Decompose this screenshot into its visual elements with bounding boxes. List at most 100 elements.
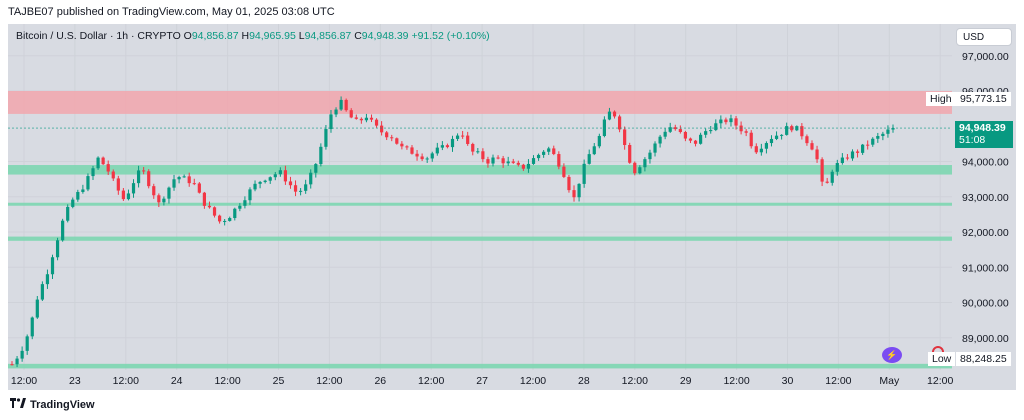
candle-body — [91, 168, 95, 177]
x-tick-label: 12:00 — [723, 375, 749, 387]
candle-body — [223, 220, 227, 222]
candle-body — [142, 170, 146, 172]
candle-body — [511, 161, 515, 163]
candle-body — [86, 176, 90, 190]
candle-body — [172, 179, 176, 188]
candle-body — [405, 146, 409, 148]
candle-body — [531, 158, 536, 164]
candle-body — [774, 135, 779, 139]
candle-body — [790, 126, 794, 131]
candle-body — [653, 143, 657, 153]
candle-body — [668, 127, 672, 132]
candle-body — [96, 157, 100, 169]
x-tick-label: 23 — [69, 375, 81, 387]
candle-body — [45, 274, 50, 285]
candle-body — [121, 190, 125, 200]
candle-body — [592, 146, 596, 155]
high-marker-value: 95,773.15 — [956, 92, 1011, 106]
low-value: 94,856.87 — [304, 30, 352, 42]
candle-body — [471, 143, 475, 152]
candle-body — [623, 129, 627, 146]
y-tick-label: 89,000.00 — [962, 333, 1009, 345]
candle-body — [116, 178, 120, 191]
candle-body — [501, 158, 505, 164]
x-axis: 12:00 23 12:00 24 12:00 25 12:00 26 12:00 27 12:00… — [11, 375, 954, 387]
x-tick-label: May — [879, 375, 900, 387]
tradingview-logo-icon — [10, 398, 26, 411]
candle-body — [76, 191, 80, 200]
candle-body — [704, 131, 708, 135]
candle-body — [876, 136, 880, 139]
candle-body — [430, 153, 434, 159]
candle-body — [835, 163, 839, 172]
candle-body — [663, 131, 667, 137]
zones — [8, 91, 952, 369]
candle-body — [319, 146, 323, 165]
candle-body — [359, 118, 363, 121]
candle-body — [840, 157, 844, 164]
candle-body — [754, 146, 758, 153]
candle-body — [850, 151, 855, 159]
demand-zone — [8, 363, 952, 369]
candle-body — [552, 148, 556, 155]
y-tick-label: 90,000.00 — [962, 298, 1009, 310]
candle-body — [466, 135, 470, 144]
candle-body — [395, 138, 399, 144]
candle-body — [212, 207, 217, 216]
candle-body — [542, 151, 546, 155]
candle-body — [815, 149, 819, 160]
x-tick-label: 12:00 — [316, 375, 342, 387]
candle-body — [562, 166, 566, 177]
candle-body — [248, 189, 252, 201]
candle-body — [202, 192, 207, 206]
chart-area[interactable] — [8, 24, 1016, 390]
candle-body — [871, 138, 875, 145]
low-marker-label: Low — [928, 352, 956, 366]
candle-body — [40, 284, 44, 300]
candle-body — [734, 118, 738, 126]
candle-body — [420, 156, 424, 160]
currency-button[interactable]: USD — [956, 28, 1012, 46]
candle-body — [293, 185, 298, 192]
candle-body — [891, 128, 895, 130]
candle-body — [780, 134, 784, 136]
candle-body — [597, 135, 601, 147]
footer-brand[interactable]: TradingView — [10, 398, 95, 411]
candle-body — [709, 130, 713, 132]
candle-body — [845, 157, 850, 159]
candle-body — [131, 183, 136, 194]
y-tick-label: 91,000.00 — [962, 262, 1009, 274]
candle-body — [66, 206, 70, 221]
candle-body — [729, 118, 733, 123]
candle-body — [374, 119, 379, 126]
demand-zone — [8, 165, 952, 175]
publish-header: TAJBE07 published on TradingView.com, Ma… — [8, 6, 335, 18]
candle-body — [390, 137, 394, 139]
candle-body — [557, 154, 561, 167]
candle-body — [739, 125, 743, 132]
candle-body — [855, 151, 860, 153]
close-value: 94,948.39 — [361, 30, 409, 42]
candle-body — [744, 131, 748, 133]
x-tick-label: 12:00 — [825, 375, 851, 387]
candle-body — [415, 153, 419, 157]
candle-body — [288, 181, 293, 186]
candle-body — [380, 125, 384, 133]
candle-body — [329, 114, 333, 130]
candle-body — [617, 116, 622, 130]
candle-body — [126, 193, 131, 200]
candle-body — [324, 129, 328, 147]
candle-body — [207, 205, 212, 208]
candle-body — [587, 154, 591, 164]
alert-icon[interactable]: ⚡ — [882, 347, 902, 363]
candle-body — [192, 183, 196, 185]
candle-body — [785, 126, 789, 135]
candle-body — [526, 163, 531, 169]
x-tick-label: 12:00 — [520, 375, 546, 387]
candle-body — [688, 138, 693, 141]
y-tick-label: 93,000.00 — [962, 192, 1009, 204]
candle-body — [15, 358, 19, 365]
open-value: 94,856.87 — [191, 30, 239, 42]
candle-body — [455, 135, 460, 139]
